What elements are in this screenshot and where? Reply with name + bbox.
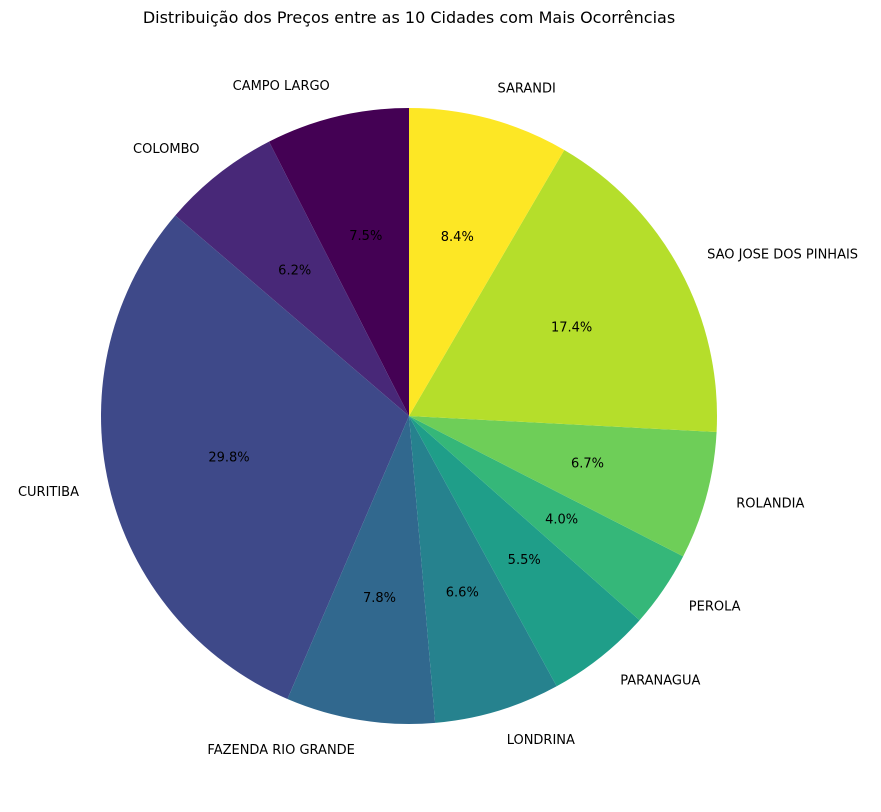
pie-slice-rolandia xyxy=(409,416,717,557)
pie-slice-campo-largo xyxy=(269,108,409,416)
category-label-curitiba: CURITIBA xyxy=(18,485,79,500)
pie-slice-sao-jose-dos-pinhais xyxy=(409,149,718,432)
pie-slice-curitiba xyxy=(101,215,409,699)
category-label-colombo: COLOMBO xyxy=(133,142,199,157)
pie-slice-londrina xyxy=(409,416,557,723)
percent-label-perola: 4.0% xyxy=(545,513,578,528)
pie-slice-colombo xyxy=(175,141,409,416)
category-label-sao-jose-dos-pinhais: SAO JOSE DOS PINHAIS xyxy=(707,248,858,263)
category-labels: CAMPO LARGO COLOMBO CURITIBA FAZENDA RIO GR… xyxy=(18,79,858,758)
percent-label-campo-largo: 7.5% xyxy=(349,229,382,244)
percent-label-fazenda-rio-grande: 7.8% xyxy=(363,591,396,606)
pie-slices xyxy=(101,108,718,724)
category-label-londrina: LONDRINA xyxy=(507,733,575,748)
chart-title: Distribuição dos Preços entre as 10 Cida… xyxy=(143,8,675,27)
pie-slice-fazenda-rio-grande xyxy=(287,416,436,724)
percent-label-sarandi: 8.4% xyxy=(441,230,474,245)
percent-label-rolandia: 6.7% xyxy=(571,457,604,472)
category-label-rolandia: ROLANDIA xyxy=(736,496,804,511)
category-label-perola: PEROLA xyxy=(689,600,741,615)
category-label-paranagua: PARANAGUA xyxy=(620,673,700,688)
percent-label-sao-jose-dos-pinhais: 17.4% xyxy=(551,321,592,336)
pie-slice-perola xyxy=(409,416,684,621)
percent-labels: 7.5% 6.2% 29.8% 7.8% 6.6% 5.5% 4.0% 6.7% 17.4% 8.… xyxy=(208,229,604,606)
category-label-sarandi: SARANDI xyxy=(498,82,556,97)
percent-label-paranagua: 5.5% xyxy=(508,553,541,568)
pie-slice-paranagua xyxy=(409,416,640,687)
pie-slice-sarandi xyxy=(409,108,565,416)
percent-label-colombo: 6.2% xyxy=(278,263,311,278)
percent-label-curitiba: 29.8% xyxy=(208,450,249,465)
percent-label-londrina: 6.6% xyxy=(446,586,479,601)
category-label-fazenda-rio-grande: FAZENDA RIO GRANDE xyxy=(207,743,354,758)
category-label-campo-largo: CAMPO LARGO xyxy=(233,79,330,94)
